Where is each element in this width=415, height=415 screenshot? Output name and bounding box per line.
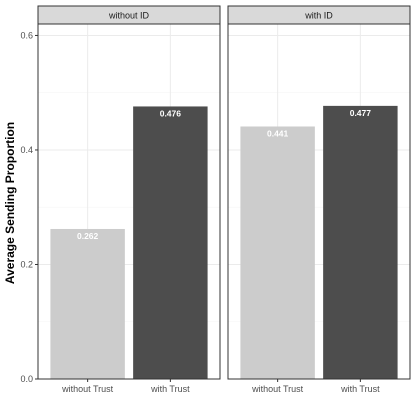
panel-with-id: with ID 0.441 0.477 without Trust with Trust [227, 5, 411, 394]
bar-without-trust [240, 126, 315, 379]
facet-strip-label: with ID [304, 11, 333, 21]
x-tick-label: with Trust [340, 384, 380, 394]
x-tick-label: without Trust [61, 384, 114, 394]
bar-data-label: 0.441 [267, 128, 289, 138]
y-tick-label: 0.4 [20, 145, 33, 155]
y-tick-label: 0.2 [20, 259, 33, 269]
x-tick-label: without Trust [251, 384, 304, 394]
bar-without-trust [50, 228, 125, 379]
panel-border [227, 23, 411, 380]
y-tick-label: 0.6 [20, 30, 33, 40]
facet-strip-label: without ID [108, 11, 150, 21]
bar-data-label: 0.477 [350, 108, 372, 118]
bar-with-trust [323, 105, 398, 380]
facet-panels: without ID 0.262 0.476 without Trust with Tr… [20, 5, 411, 394]
panel-without-id: without ID 0.262 0.476 without Trust with Tr… [20, 5, 221, 394]
panel-border [37, 23, 221, 380]
y-tick-label: 0.0 [20, 374, 33, 384]
y-axis-title: Average Sending Proportion [3, 122, 17, 284]
bar-with-trust [133, 106, 208, 380]
bar-data-label: 0.476 [160, 108, 182, 118]
bar-data-label: 0.262 [77, 231, 99, 241]
x-tick-label: with Trust [150, 384, 190, 394]
